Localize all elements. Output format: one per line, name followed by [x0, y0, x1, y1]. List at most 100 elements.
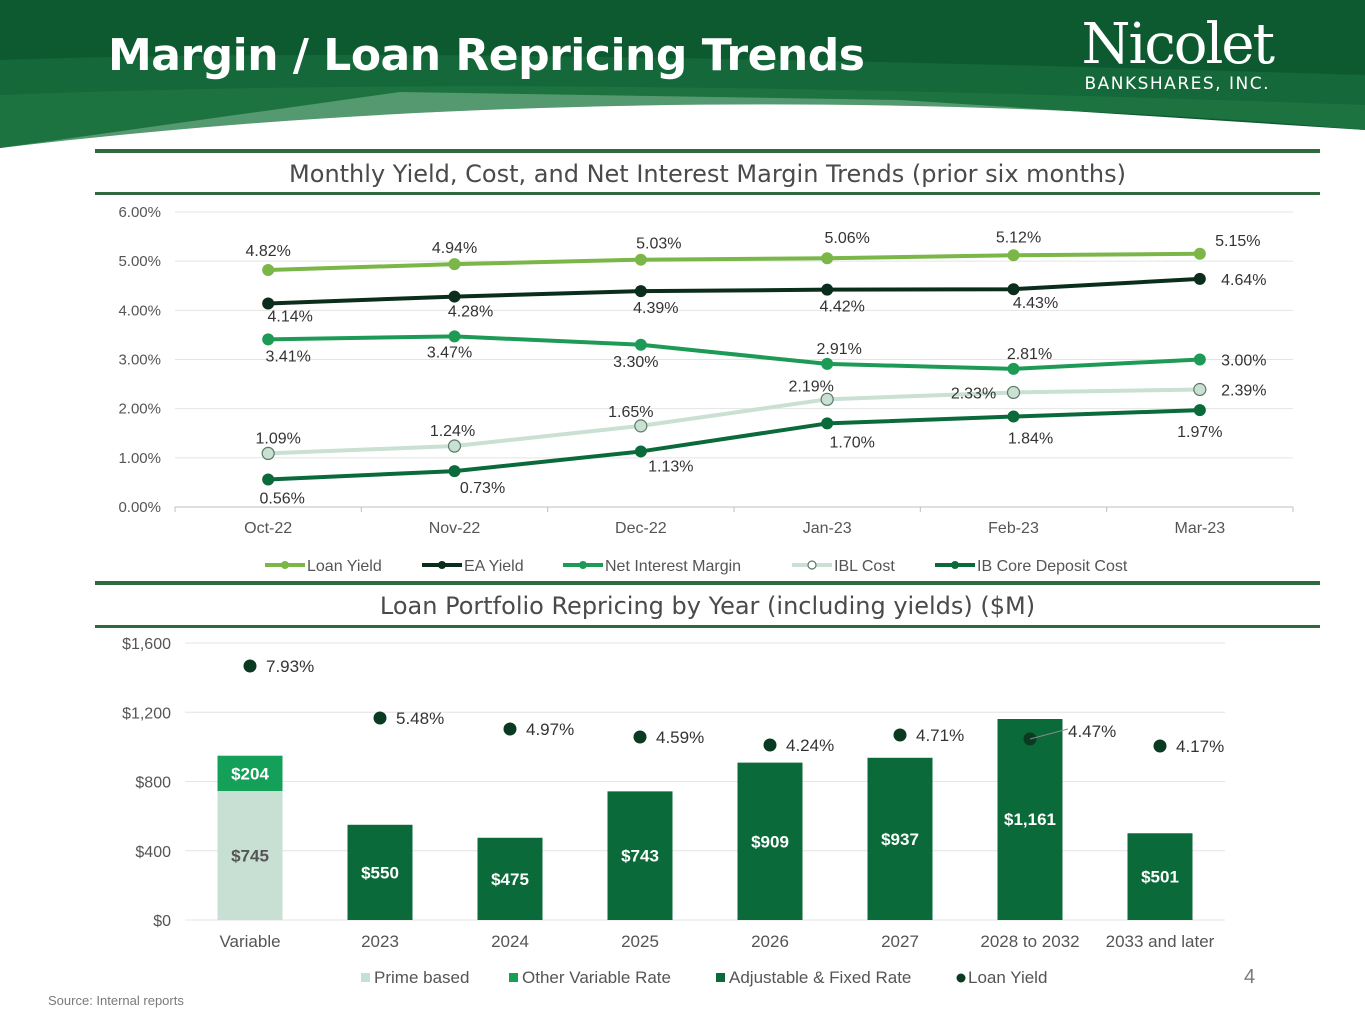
section-divider — [95, 149, 1320, 153]
net-interest-margin-point — [262, 333, 275, 346]
ea-yield-data-label: 4.43% — [1013, 295, 1058, 312]
ea-yield-data-label: 4.39% — [633, 300, 678, 317]
x-tick-label: Oct-22 — [244, 520, 292, 537]
x-tick-label: 2024 — [491, 932, 529, 951]
prime-based-bar-label: $745 — [231, 847, 269, 866]
ea-yield-point — [262, 297, 275, 310]
ib-core-deposit-cost-line — [268, 408, 1200, 482]
legend-label-net-interest-margin: Net Interest Margin — [605, 558, 741, 575]
ibl-cost-point — [634, 419, 648, 433]
y-tick-label: 5.00% — [118, 253, 161, 270]
ibl-cost-point — [261, 446, 275, 461]
ibl-cost-point — [820, 392, 834, 406]
y-tick-label: $0 — [153, 913, 171, 930]
loan-yield-point — [262, 264, 275, 277]
adjustable-fixed-rate-bar — [347, 824, 413, 920]
ibl-cost-data-label: 2.19% — [788, 378, 833, 395]
y-tick-label: 2.00% — [118, 401, 161, 418]
net-interest-margin-data-label: 2.81% — [1007, 346, 1052, 363]
net-interest-margin-data-label: 3.00% — [1221, 353, 1266, 370]
ibl-cost-data-label: 2.33% — [951, 385, 996, 402]
x-tick-label: Mar-23 — [1174, 520, 1225, 537]
legend-label-ea-yield: EA Yield — [464, 558, 524, 575]
loan-yield-data-label: 4.47% — [1068, 722, 1116, 741]
net-interest-margin-point — [448, 330, 461, 343]
ib-core-deposit-cost-data-label: 1.70% — [829, 434, 874, 451]
ibl-cost-point — [1193, 382, 1207, 397]
loan-yield-line — [268, 251, 1200, 273]
ea-yield-point — [821, 283, 834, 296]
loan-yield-point — [634, 253, 647, 266]
loan-yield-point — [1193, 247, 1206, 260]
legend-swatch-other-variable-rate — [509, 973, 518, 982]
y-tick-label: $1,200 — [122, 705, 171, 722]
source-note: Source: Internal reports — [48, 993, 184, 1008]
ibl-cost-data-label: 1.65% — [608, 404, 653, 421]
ib-core-deposit-cost-point — [634, 445, 647, 458]
ea-yield-data-label: 4.14% — [267, 308, 312, 325]
loan-yield-data-label: 5.03% — [636, 236, 681, 253]
legend-marker-net-interest-margin — [579, 561, 587, 569]
ib-core-deposit-cost-point — [1193, 404, 1206, 417]
net-interest-margin-point — [634, 338, 647, 351]
logo-subtitle: BANKSHARES, INC. — [1084, 74, 1270, 94]
loan-yield-point — [448, 258, 461, 271]
other-variable-rate-bar-label: $204 — [231, 764, 269, 783]
net-interest-margin-point — [821, 357, 834, 370]
y-tick-label: $400 — [135, 844, 171, 861]
adjustable-fixed-rate-bar-label: $501 — [1141, 868, 1179, 887]
ib-core-deposit-cost-point — [262, 473, 275, 486]
section-divider — [95, 192, 1320, 195]
ea-yield-line — [268, 276, 1200, 306]
legend-label-loan-yield: Loan Yield — [307, 558, 382, 575]
loan-yield-data-label: 5.48% — [396, 709, 444, 728]
y-tick-label: $1,600 — [122, 636, 171, 653]
loan-yield-point — [373, 711, 387, 725]
y-tick-label: 1.00% — [118, 450, 161, 467]
net-interest-margin-data-label: 3.41% — [265, 348, 310, 365]
logo-name: Nicolet — [1081, 12, 1275, 77]
ea-yield-point — [634, 285, 647, 298]
adjustable-fixed-rate-bar-label: $937 — [881, 830, 919, 849]
loan-yield-point — [1153, 739, 1167, 753]
ib-core-deposit-cost-data-label: 1.13% — [648, 458, 693, 475]
line-chart-title: Monthly Yield, Cost, and Net Interest Ma… — [289, 160, 1126, 188]
y-tick-label: 6.00% — [118, 204, 161, 221]
ibl-cost-line — [268, 387, 1200, 456]
ea-yield-point — [1193, 272, 1206, 285]
legend-marker-loan-yield — [956, 973, 966, 983]
section-divider — [95, 625, 1320, 628]
adjustable-fixed-rate-bar-label: $1,161 — [1004, 810, 1056, 829]
ea-yield-data-label: 4.42% — [819, 299, 864, 316]
yield-trend-line-chart: 0.00% 1.00% 2.00% 3.00% 4.00% 5.00% 6.00% Oct-2… — [118, 204, 1294, 575]
net-interest-margin-point — [1193, 353, 1206, 366]
adjustable-fixed-rate-bar-label: $909 — [751, 832, 789, 851]
slide-title: Margin / Loan Repricing Trends — [108, 30, 865, 81]
y-tick-label: 0.00% — [118, 499, 161, 516]
net-interest-margin-data-label: 2.91% — [816, 341, 861, 358]
x-tick-label: Feb-23 — [988, 520, 1039, 537]
ib-core-deposit-cost-data-label: 1.97% — [1177, 424, 1222, 441]
adjustable-fixed-rate-bar — [607, 791, 673, 920]
section-divider — [95, 581, 1320, 585]
x-tick-label: Variable — [219, 932, 280, 951]
legend-marker-ea-yield — [438, 561, 446, 569]
loan-yield-data-label: 4.24% — [786, 736, 834, 755]
loan-yield-point — [893, 728, 907, 742]
loan-yield-data-label: 7.93% — [266, 657, 314, 676]
ea-yield-point — [1007, 283, 1020, 296]
legend-label-loan-yield: Loan Yield — [968, 968, 1047, 987]
ibl-cost-point — [447, 439, 462, 453]
loan-yield-data-label: 5.12% — [996, 229, 1041, 246]
adjustable-fixed-rate-bar-label: $550 — [361, 863, 399, 882]
loan-yield-data-label: 5.15% — [1215, 233, 1260, 250]
ib-core-deposit-cost-data-label: 0.73% — [460, 480, 505, 497]
loan-yield-point — [503, 722, 517, 736]
x-tick-label: 2033 and later — [1106, 932, 1215, 951]
loan-yield-data-label: 5.06% — [824, 230, 869, 247]
loan-yield-data-label: 4.94% — [432, 240, 477, 257]
ib-core-deposit-cost-point — [1007, 410, 1020, 423]
x-tick-label: Dec-22 — [615, 520, 667, 537]
loan-yield-data-label: 4.59% — [656, 728, 704, 747]
bar-chart-title: Loan Portfolio Repricing by Year (includ… — [379, 592, 1036, 620]
